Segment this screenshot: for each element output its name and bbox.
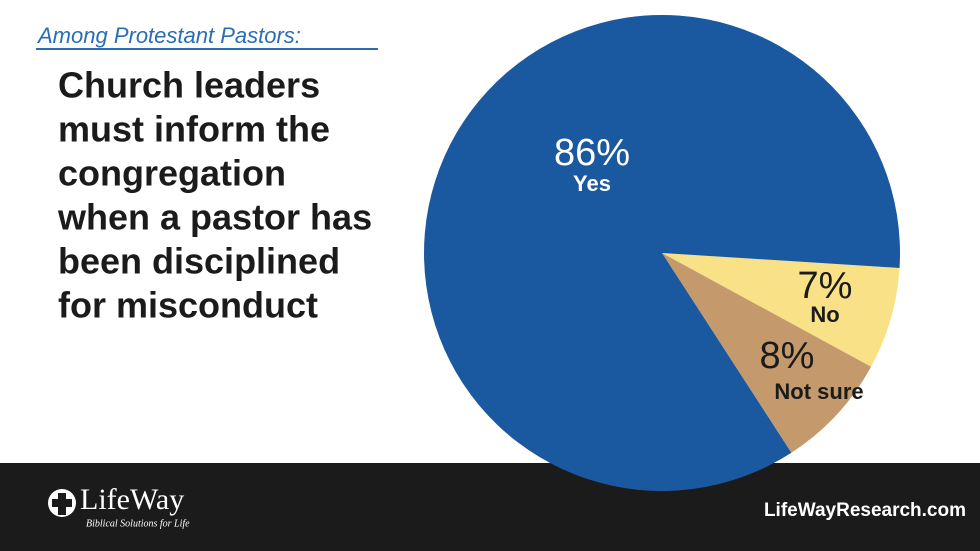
logo-cross	[52, 493, 72, 515]
website: LifeWayResearch.com	[764, 500, 966, 521]
value-label: 7%	[798, 265, 853, 307]
logo: LifeWay	[80, 483, 184, 516]
title-line: been disciplined	[58, 241, 340, 282]
value-label: 86%	[554, 132, 630, 174]
title-line: Church leaders	[58, 65, 320, 106]
title-line: for misconduct	[58, 285, 318, 326]
tagline: Biblical Solutions for Life	[86, 518, 190, 529]
category-label: Not sure	[774, 379, 863, 404]
title-line: when a pastor has	[57, 197, 372, 238]
footer	[0, 463, 980, 551]
category-label: No	[810, 302, 839, 327]
category-label: Yes	[573, 171, 611, 196]
pie-slice	[424, 15, 900, 492]
value-label: 8%	[760, 335, 815, 377]
title-line: congregation	[58, 153, 286, 194]
pie: 86%Yes 7%No 8%Not sure	[424, 15, 900, 492]
pie-slice	[662, 253, 872, 453]
subtitle: Among Protestant Pastors:	[36, 23, 301, 48]
title-line: must inform the	[58, 109, 330, 150]
pie-slice	[662, 253, 900, 367]
